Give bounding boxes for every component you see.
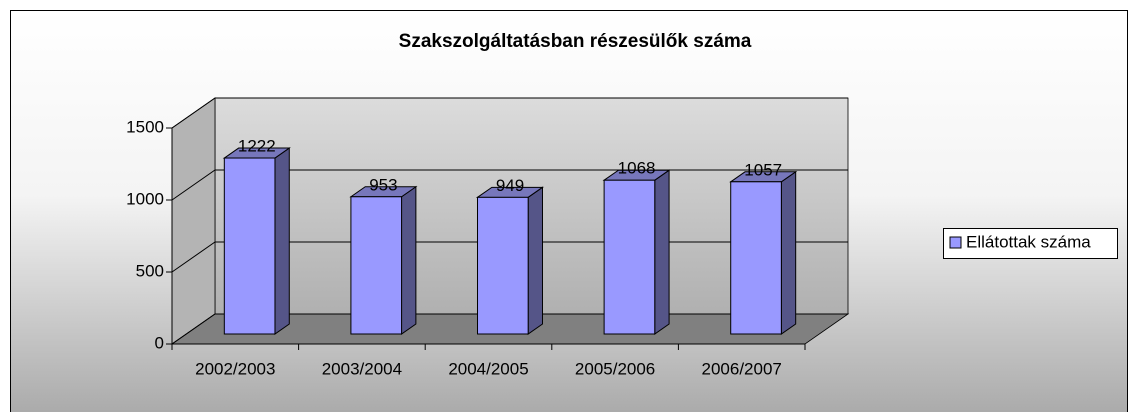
legend [943,228,1118,259]
bar [477,196,529,335]
y-tick-label: 1500 [126,117,164,136]
bar [730,181,782,335]
legend-marker [949,236,962,249]
data-label: 1057 [744,160,782,179]
bar-side [654,169,670,335]
bar [350,196,403,335]
data-label: 1222 [238,137,276,156]
x-tick-label: 2002/2003 [195,359,275,378]
y-tick-label: 500 [136,261,164,280]
x-tick-label: 2005/2006 [575,359,655,378]
bar-side [274,147,290,335]
bar [603,179,656,335]
legend-label: Ellátottak száma [966,232,1091,251]
y-tick-label: 1000 [126,189,164,208]
side-wall [171,97,216,345]
x-tick-label: 2006/2007 [702,359,782,378]
data-label: 953 [369,175,397,194]
data-label: 1068 [618,159,656,178]
bar-side [401,185,417,335]
bar-side [527,186,543,335]
x-tick-label: 2004/2005 [448,359,528,378]
data-label: 949 [496,176,524,195]
bar-side [780,170,797,335]
x-tick-label: 2003/2004 [322,359,402,378]
chart-title: Szakszolgáltatásban részesülők száma [399,31,752,52]
grid-line [171,97,848,129]
bar [223,157,276,335]
y-tick-label: 0 [155,333,164,352]
